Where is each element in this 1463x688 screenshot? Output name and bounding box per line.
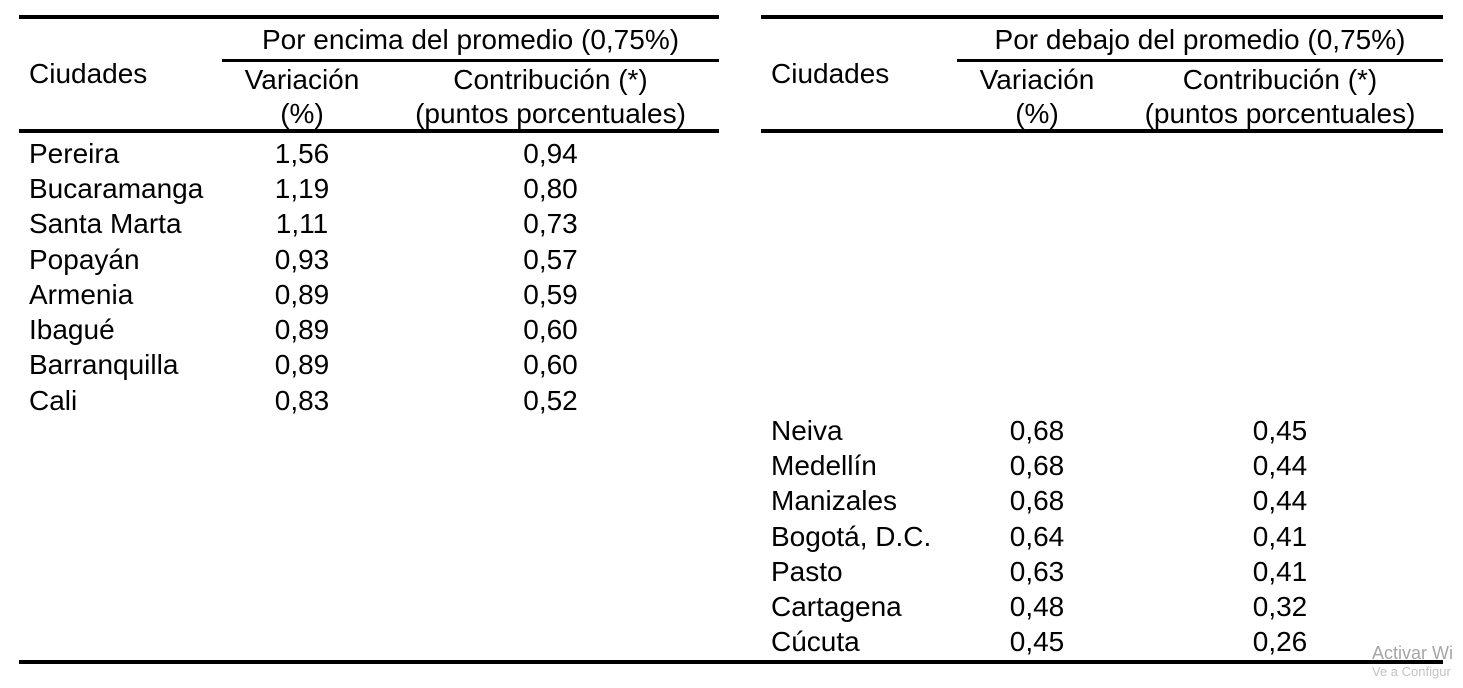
table-row: Pasto 0,63 0,41 <box>761 554 1443 589</box>
table-bottom-rule <box>19 660 1443 664</box>
contribution-cell: 0,80 <box>523 172 578 204</box>
contribution-cell: 0,57 <box>523 243 578 275</box>
table-row: Armenia 0,89 0,59 <box>19 277 719 312</box>
city-cell: Cali <box>29 384 78 416</box>
variation-label-line2: (%) <box>1015 98 1059 129</box>
city-cell: Neiva <box>771 414 843 446</box>
column-header-variation: Variación (%) <box>222 63 382 131</box>
above-average-table: Por encima del promedio (0,75%) Ciudades… <box>19 0 719 688</box>
city-cell: Armenia <box>29 278 134 310</box>
variation-cell: 1,19 <box>274 172 330 204</box>
table-row: Medellín 0,68 0,44 <box>761 448 1443 483</box>
contribution-cell: 0,45 <box>1252 414 1308 446</box>
table-body: Pereira 1,56 0,94 Bucaramanga 1,19 0,80 Santa … <box>19 136 719 418</box>
column-headers: Variación (%) Contribución (*) (puntos p… <box>222 63 719 131</box>
contribution-cell: 0,44 <box>1252 449 1308 481</box>
header-bottom-rule <box>761 129 1443 133</box>
table-row: Cartagena 0,48 0,32 <box>761 589 1443 624</box>
contribution-cell: 0,41 <box>1252 520 1308 552</box>
city-cell: Barranquilla <box>29 349 179 381</box>
watermark-line1: Activar Wi <box>1372 643 1453 663</box>
table-row: Bucaramanga 1,19 0,80 <box>19 171 719 206</box>
table-row: Pereira 1,56 0,94 <box>19 136 719 171</box>
variation-cell: 0,93 <box>274 243 330 275</box>
city-cell: Pereira <box>29 137 120 169</box>
table-row: Popayán 0,93 0,57 <box>19 242 719 277</box>
variation-cell: 0,63 <box>1009 555 1065 587</box>
variation-label-line1: Variación <box>244 64 360 95</box>
city-cell: Manizales <box>771 485 898 517</box>
contribution-cell: 0,32 <box>1252 591 1308 623</box>
variation-cell: 0,83 <box>274 384 330 416</box>
contribution-cell: 0,52 <box>523 384 578 416</box>
windows-activation-watermark: Activar Wi Ve a Configur <box>1372 643 1453 680</box>
contribution-cell: 0,44 <box>1252 485 1308 517</box>
table-row: Bogotá, D.C. 0,64 0,41 <box>761 519 1443 554</box>
group-header: Por encima del promedio (0,75%) <box>261 24 680 55</box>
contribution-cell: 0,60 <box>523 349 578 381</box>
contribution-cell: 0,41 <box>1252 555 1308 587</box>
variation-cell: 1,11 <box>275 208 329 240</box>
table-row: Manizales 0,68 0,44 <box>761 484 1443 519</box>
column-header-cities: Ciudades <box>771 58 890 89</box>
city-cell: Cartagena <box>771 591 902 623</box>
variation-cell: 0,89 <box>274 349 330 381</box>
variation-cell: 0,68 <box>1009 485 1065 517</box>
watermark-line2: Ve a Configur <box>1372 664 1451 679</box>
variation-cell: 0,48 <box>1009 591 1065 623</box>
table-row: Barranquilla 0,89 0,60 <box>19 348 719 383</box>
variation-cell: 0,45 <box>1009 626 1065 658</box>
contribution-label-line2: (puntos porcentuales) <box>415 98 686 129</box>
variation-cell: 0,68 <box>1009 449 1065 481</box>
variation-cell: 0,64 <box>1009 520 1065 552</box>
variation-cell: 0,89 <box>274 314 330 346</box>
city-cell: Pasto <box>771 555 843 587</box>
table-row: Neiva 0,68 0,45 <box>761 413 1443 448</box>
city-cell: Medellín <box>771 449 877 481</box>
city-cell: Popayán <box>29 243 140 275</box>
below-average-table: Por debajo del promedio (0,75%) Ciudades… <box>761 0 1443 688</box>
city-cell: Santa Marta <box>29 208 182 240</box>
contribution-cell: 0,94 <box>523 137 578 169</box>
table-body: Neiva 0,68 0,45 Medellín 0,68 0,44 Manizales 0,… <box>761 413 1443 660</box>
group-header-rule <box>222 59 719 62</box>
column-header-variation: Variación (%) <box>957 63 1117 131</box>
table-row: Ibagué 0,89 0,60 <box>19 312 719 347</box>
header-bottom-rule <box>19 129 719 133</box>
contribution-cell: 0,59 <box>523 278 578 310</box>
group-header: Por debajo del promedio (0,75%) <box>994 24 1406 55</box>
variation-cell: 0,68 <box>1009 414 1065 446</box>
contribution-cell: 0,73 <box>523 208 578 240</box>
city-cell: Bogotá, D.C. <box>771 520 932 552</box>
contribution-cell: 0,60 <box>523 314 578 346</box>
contribution-label-line1: Contribución (*) <box>1182 64 1378 95</box>
table-row: Cali 0,83 0,52 <box>19 383 719 418</box>
contribution-label-line1: Contribución (*) <box>453 64 648 95</box>
table-row: Cúcuta 0,45 0,26 <box>761 625 1443 660</box>
city-cell: Ibagué <box>29 314 115 346</box>
table-row: Santa Marta 1,11 0,73 <box>19 207 719 242</box>
city-cell: Cúcuta <box>771 626 860 658</box>
group-header-rule <box>957 59 1443 62</box>
column-header-contribution: Contribución (*) (puntos porcentuales) <box>1117 63 1443 131</box>
column-header-contribution: Contribución (*) (puntos porcentuales) <box>382 63 719 131</box>
contribution-cell: 0,26 <box>1252 626 1308 658</box>
city-cell: Bucaramanga <box>29 172 204 204</box>
variation-label-line2: (%) <box>280 98 324 129</box>
variation-cell: 1,56 <box>274 137 330 169</box>
table-top-rule <box>19 15 719 19</box>
variation-label-line1: Variación <box>979 64 1095 95</box>
column-header-cities: Ciudades <box>29 58 148 89</box>
variation-cell: 0,89 <box>274 278 330 310</box>
column-headers: Variación (%) Contribución (*) (puntos p… <box>957 63 1443 131</box>
contribution-label-line2: (puntos porcentuales) <box>1144 98 1416 129</box>
table-top-rule <box>761 15 1443 19</box>
